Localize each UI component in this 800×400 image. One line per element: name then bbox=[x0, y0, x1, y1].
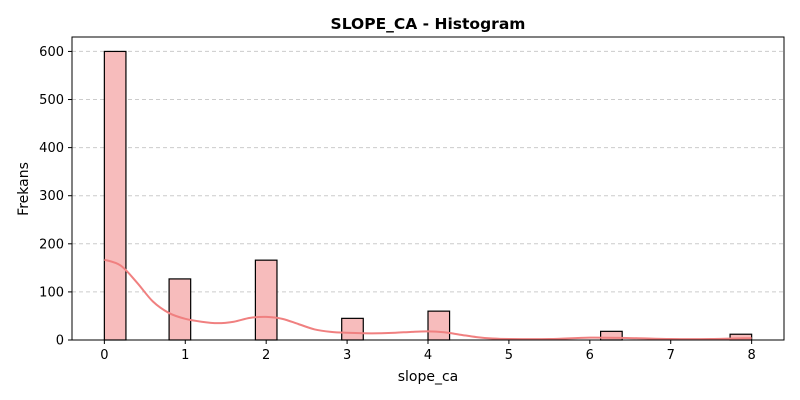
x-axis-label: slope_ca bbox=[398, 369, 459, 385]
x-tick-label: 6 bbox=[586, 348, 594, 363]
y-axis-label: Frekans bbox=[16, 162, 32, 216]
y-tick-label: 600 bbox=[39, 45, 64, 60]
x-tick-label: 7 bbox=[667, 348, 675, 363]
x-tick-label: 5 bbox=[505, 348, 513, 363]
y-tick-label: 0 bbox=[56, 334, 64, 349]
y-tick-label: 400 bbox=[39, 141, 64, 156]
x-tick-label: 8 bbox=[747, 348, 755, 363]
x-tick-label: 2 bbox=[262, 348, 270, 363]
x-tick-label: 4 bbox=[424, 348, 432, 363]
y-tick-label: 500 bbox=[39, 93, 64, 108]
x-tick-label: 1 bbox=[181, 348, 189, 363]
grid-lines bbox=[72, 50, 784, 293]
histogram-bar bbox=[341, 317, 364, 341]
histogram-bar bbox=[254, 259, 278, 341]
x-tick-label: 3 bbox=[343, 348, 351, 363]
y-tick-label: 200 bbox=[39, 237, 64, 252]
y-tick-label: 100 bbox=[39, 285, 64, 300]
x-axis-ticks: 0 1 2 3 4 5 6 7 8 bbox=[100, 340, 756, 363]
y-axis-ticks: 0 100 200 300 400 500 600 bbox=[39, 45, 72, 349]
kde-curve bbox=[104, 258, 752, 341]
chart-title: SLOPE_CA - Histogram bbox=[331, 15, 526, 33]
histogram-bar bbox=[168, 278, 192, 341]
histogram-bar bbox=[427, 310, 451, 341]
x-tick-label: 0 bbox=[100, 348, 108, 363]
histogram-bar bbox=[103, 50, 127, 341]
y-tick-label: 300 bbox=[39, 189, 64, 204]
